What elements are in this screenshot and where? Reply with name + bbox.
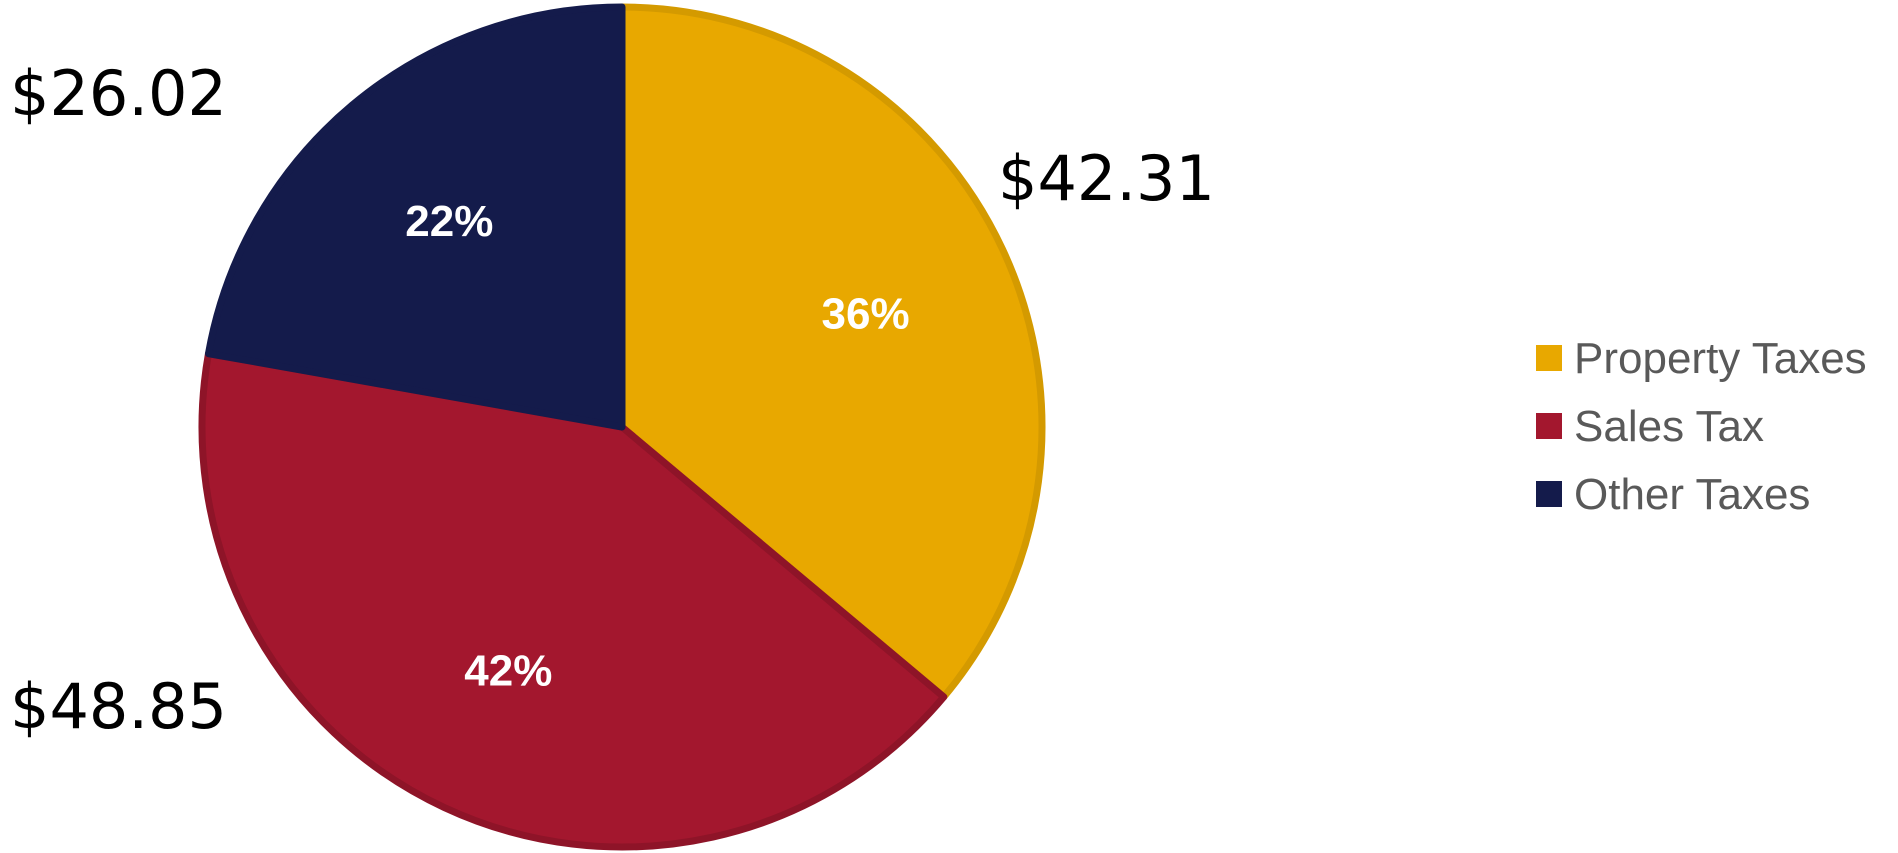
percent-labels: 36% 42% 22% — [405, 197, 909, 696]
pie-slice-sales-tax — [198, 350, 948, 851]
pie-slices — [198, 3, 1046, 851]
legend-label-sales-tax: Sales Tax — [1574, 402, 1764, 451]
pie-slice-other-taxes — [204, 3, 626, 431]
percent-label-property-taxes: 36% — [822, 289, 910, 338]
legend-swatch-sales-tax — [1536, 413, 1562, 439]
value-label-other-taxes: $26.02 — [10, 57, 227, 130]
value-label-sales-tax: $48.85 — [10, 670, 227, 743]
percent-label-sales-tax: 42% — [464, 647, 552, 696]
legend-swatch-property-taxes — [1536, 345, 1562, 371]
legend-swatch-other-taxes — [1536, 481, 1562, 507]
legend-label-property-taxes: Property Taxes — [1574, 334, 1867, 383]
percent-label-other-taxes: 22% — [405, 197, 493, 246]
pie-slice-property-taxes — [618, 3, 1046, 701]
legend: Property Taxes Sales Tax Other Taxes — [1536, 334, 1867, 519]
value-label-property-taxes: $42.31 — [998, 142, 1215, 215]
legend-label-other-taxes: Other Taxes — [1574, 470, 1810, 519]
